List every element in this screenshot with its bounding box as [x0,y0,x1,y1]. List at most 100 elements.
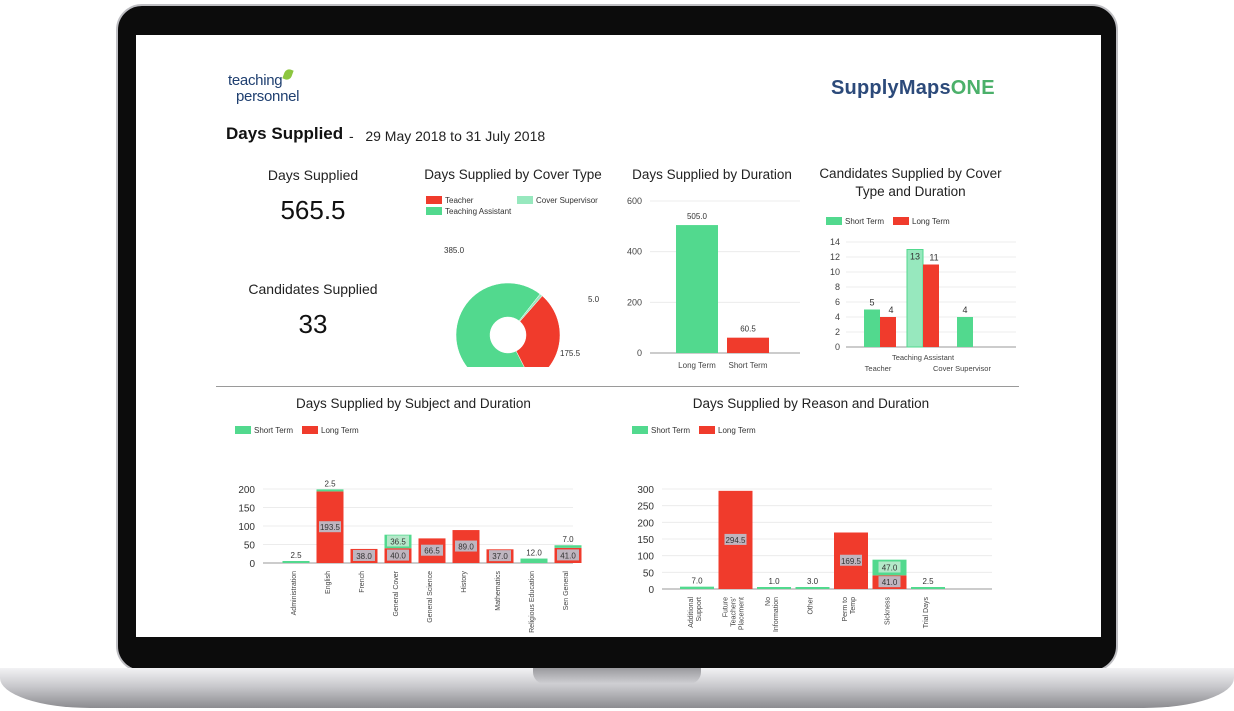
bar-short-term [957,317,973,347]
x-tick-label: No [765,597,772,606]
chart-reason-title: Days Supplied by Reason and Duration [692,396,930,411]
x-tick-label: Short Term [729,361,768,370]
bar-value-label: 36.5 [390,537,406,546]
teaching-personnel-logo: teaching personnel [228,67,299,105]
bar-value-label: 2.5 [290,551,302,560]
x-tick-label: Long Term [678,361,716,370]
bar-value-label: 294.5 [725,536,746,545]
kpi-candidates-value: 33 [298,309,328,339]
supplymaps-logo: SupplyMapsONE [831,77,995,100]
bar-value-label-bg [724,533,747,545]
y-tick-label: 300 [637,485,654,496]
legend-label-long-term: Long Term [718,426,756,435]
x-tick-label: Teacher [865,364,892,373]
bar-value-label-bg [421,544,443,556]
x-tick-label: Placement [739,597,746,630]
y-tick-label: 250 [637,502,654,513]
bar-value-label-bg [489,550,511,562]
bar-value-label: 60.5 [740,325,756,334]
laptop-notch [533,668,701,684]
kpi-days-value: 565.5 [280,195,346,225]
kpi-candidates-label: Candidates Supplied [248,281,378,297]
legend-label-short-term: Short Term [651,426,690,435]
bar-value-label-bg [878,561,901,573]
bar-value-label: 41.0 [560,551,576,560]
bar-value-label-bg [387,535,409,547]
bar-value-label: 169.5 [841,557,862,566]
bar-short-term [906,249,924,348]
bar-value-label: 47.0 [882,564,898,573]
bar-short-term [554,545,582,548]
bar-short-term [864,309,880,347]
legend-swatch-teaching-assistant [426,207,442,215]
bar-value-label: 2.5 [922,577,934,586]
bar-value-label: 38.0 [356,552,372,561]
x-tick-label: Sickness [885,597,892,626]
x-tick-label: English [325,571,332,594]
bar-short-term [757,587,791,589]
y-tick-label: 100 [637,552,654,563]
legend-swatch-long-term [699,426,715,434]
page-title: Days Supplied [226,124,344,143]
y-tick-label: 200 [627,297,642,307]
bar-value-label: 13 [910,252,920,262]
logo-text-a: SupplyMaps [831,77,951,99]
bar-value-label-bg [455,540,477,552]
bar-value-label-bg [319,521,341,533]
bar-value-label: 7.0 [562,535,574,544]
chart-reason: Short Term Long Term 0 50 100 150 200 250 300 7.0… [632,426,992,632]
y-tick-label: 8 [835,282,840,292]
legend-label-short-term: Short Term [254,426,293,435]
legend-swatch-short-term [235,426,251,434]
legend-swatch-teacher [426,196,442,204]
bar-value-label: 37.0 [492,552,508,561]
bar-value-label: 2.5 [324,479,336,488]
chart-duration-title: Days Supplied by Duration [632,167,792,182]
x-tick-label: Religious Education [529,571,536,633]
y-tick-label: 4 [835,312,840,322]
bar-value-label: 66.5 [424,547,440,556]
legend-swatch-long-term [893,217,909,225]
legend-label-long-term: Long Term [321,426,359,435]
x-tick-label: Trial Days [923,597,930,629]
bar-value-label: 7.0 [691,577,703,586]
y-tick-label: 0 [648,585,654,596]
y-tick-label: 600 [627,196,642,206]
bar-value-label: 5 [869,298,874,308]
date-range: - 29 May 2018 to 31 July 2018 [349,128,545,144]
bar-value-label: 505.0 [687,212,708,221]
kpi-days-label: Days Supplied [267,167,359,183]
x-tick-label: French [359,571,366,593]
bar-value-label: 12.0 [526,549,542,558]
pie-slice-teaching-assistant [455,282,541,367]
x-tick-label: Information [773,597,780,632]
bar-value-label: 3.0 [807,577,819,586]
bar-short-term [911,587,945,589]
x-tick-label: History [461,571,468,593]
x-tick-label: Teaching Assistant [892,353,955,362]
y-tick-label: 400 [627,247,642,257]
bar-value-label-bg [557,549,579,561]
legend-swatch-long-term [302,426,318,434]
bar-value-label: 4 [962,305,967,315]
bar-value-label-bg [840,554,862,566]
bar-long-term [880,317,896,347]
logo-text-b: ONE [950,77,995,99]
chart-duration: 0 200 400 600 505.0 Long Term 60.5 Short Term [627,196,800,370]
bar-value-label-bg [387,549,409,561]
legend-label-cover-supervisor: Cover Supervisor [536,196,598,205]
bar-short-term [727,337,769,353]
legend-swatch-cover-supervisor [517,196,533,204]
y-tick-label: 200 [637,518,654,529]
bar-value-label: 4 [888,305,893,315]
y-tick-label: 50 [643,568,655,579]
bar-value-label: 1.0 [768,577,780,586]
x-tick-label: Additional [688,597,695,628]
section-divider [216,386,1019,387]
bar-short-term [680,586,714,589]
x-tick-label: Teachers' [731,597,738,627]
bar-short-term [795,587,830,589]
bar-value-label: 11 [929,253,938,263]
bar-value-label: 193.5 [320,523,341,532]
bar-value-label-bg [878,576,901,588]
